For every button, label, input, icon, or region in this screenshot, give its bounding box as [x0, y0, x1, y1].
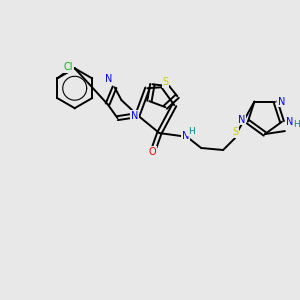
Text: S: S: [162, 77, 168, 87]
Text: N: N: [105, 74, 112, 84]
Text: H: H: [188, 127, 195, 136]
Text: N: N: [238, 115, 246, 125]
Text: Cl: Cl: [64, 62, 73, 72]
Text: N: N: [286, 117, 294, 127]
Text: N: N: [131, 111, 138, 121]
Text: N: N: [278, 97, 285, 106]
Text: N: N: [182, 131, 189, 141]
Text: H: H: [294, 120, 300, 129]
Text: S: S: [232, 127, 238, 137]
Text: O: O: [148, 147, 156, 157]
